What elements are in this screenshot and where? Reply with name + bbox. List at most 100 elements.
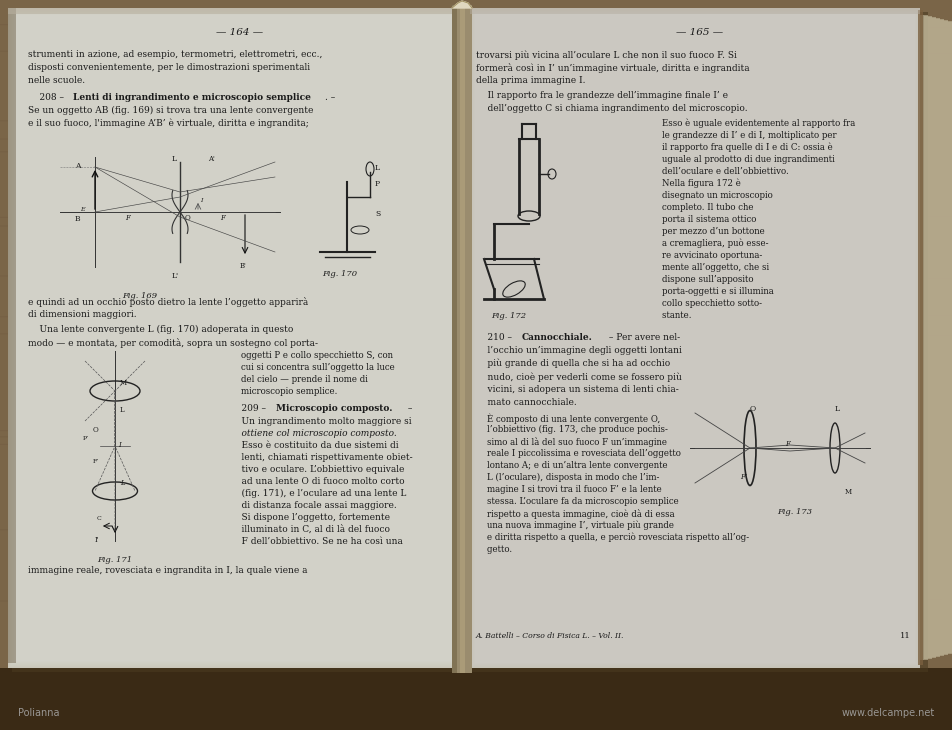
Text: I: I [200, 198, 202, 203]
Text: dispone sull’apposito: dispone sull’apposito [650, 275, 753, 284]
Text: microscopio semplice.: microscopio semplice. [229, 387, 337, 396]
Text: re avvicinato oportuna-: re avvicinato oportuna- [650, 251, 762, 260]
Text: P: P [374, 180, 380, 188]
Bar [11, 11, 457, 665]
Text: 209 –: 209 – [229, 404, 268, 413]
Text: B': B' [240, 262, 247, 270]
Text: . –: . – [325, 93, 335, 102]
Text: Microscopio composto.: Microscopio composto. [276, 404, 392, 413]
Text: Fig. 173: Fig. 173 [777, 508, 812, 516]
Text: A. Battelli – Corso di Fisica L. – Vol. II.: A. Battelli – Corso di Fisica L. – Vol. … [475, 632, 624, 640]
Text: O: O [185, 214, 190, 222]
Text: Nella figura 172 è: Nella figura 172 è [650, 179, 740, 188]
Text: disposti convenientemente, per le dimostrazioni sperimentali: disposti convenientemente, per le dimost… [28, 63, 309, 72]
Text: Fig. 170: Fig. 170 [322, 270, 357, 278]
Text: 210 –: 210 – [475, 333, 514, 342]
Text: vicini, si adopera un sistema di lenti chia-: vicini, si adopera un sistema di lenti c… [475, 385, 678, 394]
Text: Se un oggetto AB (fig. 169) si trova tra una lente convergente: Se un oggetto AB (fig. 169) si trova tra… [28, 106, 313, 115]
Text: www.delcampe.net: www.delcampe.net [841, 708, 934, 718]
Text: più grande di quella che si ha ad occhio: più grande di quella che si ha ad occhio [475, 359, 669, 369]
Text: M: M [844, 488, 851, 496]
Bar [0, 668, 952, 730]
Text: nelle scuole.: nelle scuole. [28, 76, 85, 85]
Text: (fig. 171), e l’oculare ad una lente L: (fig. 171), e l’oculare ad una lente L [229, 489, 406, 498]
Text: O: O [93, 426, 99, 434]
Bar [460, 5, 465, 673]
Text: — 164 —: — 164 — [216, 28, 264, 37]
Bar [451, 5, 471, 673]
Text: L (l’oculare), disposta in modo che l’im-: L (l’oculare), disposta in modo che l’im… [475, 473, 659, 482]
Bar [469, 8, 919, 14]
Text: cui si concentra sull’oggetto la luce: cui si concentra sull’oggetto la luce [229, 363, 394, 372]
Text: — 165 —: — 165 — [676, 28, 723, 37]
Text: L: L [834, 405, 839, 413]
Bar [451, 5, 457, 673]
Bar [923, 16, 931, 659]
Text: dell’oculare e dell’obbiettivo.: dell’oculare e dell’obbiettivo. [650, 167, 788, 176]
Text: e il suo fuoco, l'immagine A’B’ è virtuale, diritta e ingrandita;: e il suo fuoco, l'immagine A’B’ è virtua… [28, 119, 308, 128]
Bar [9, 9, 459, 667]
Text: reale I piccolissima e rovesciata dell’oggetto: reale I piccolissima e rovesciata dell’o… [475, 449, 680, 458]
Text: M: M [120, 379, 127, 387]
Text: Cannocchiale.: Cannocchiale. [522, 333, 592, 342]
Text: ad una lente O di fuoco molto corto: ad una lente O di fuoco molto corto [229, 477, 405, 486]
Text: nudo, cioè per vederli come se fossero più: nudo, cioè per vederli come se fossero p… [475, 372, 682, 382]
Bar [8, 8, 451, 14]
Text: stante.: stante. [650, 311, 691, 320]
Text: rispetto a questa immagine, cioè dà di essa: rispetto a questa immagine, cioè dà di e… [475, 509, 674, 519]
Text: ottiene col microscopio composto.: ottiene col microscopio composto. [229, 429, 396, 438]
Bar [8, 8, 16, 663]
Text: l’occhio un’immagine degli oggetti lontani: l’occhio un’immagine degli oggetti lonta… [475, 346, 682, 355]
Text: tivo e oculare. L’obbiettivo equivale: tivo e oculare. L’obbiettivo equivale [229, 465, 404, 474]
Text: porta il sistema ottico: porta il sistema ottico [650, 215, 756, 224]
Bar [943, 21, 951, 654]
Text: F: F [220, 214, 225, 222]
Text: collo specchietto sotto-: collo specchietto sotto- [650, 299, 762, 308]
Bar [13, 13, 454, 663]
Text: L: L [120, 479, 125, 487]
Text: completo. Il tubo che: completo. Il tubo che [650, 203, 753, 212]
Text: immagine reale, rovesciata e ingrandita in I, la quale viene a: immagine reale, rovesciata e ingrandita … [28, 566, 307, 575]
Text: del cielo — prende il nome di: del cielo — prende il nome di [229, 375, 367, 384]
Bar [10, 10, 458, 666]
Bar [15, 15, 452, 661]
Bar [14, 14, 453, 662]
Text: Polianna: Polianna [18, 708, 59, 718]
Bar [473, 12, 915, 664]
Bar [917, 10, 922, 665]
Text: – Per avere nel-: – Per avere nel- [605, 333, 680, 342]
Text: 208 –: 208 – [28, 93, 67, 102]
Bar [471, 10, 917, 666]
Bar [8, 8, 460, 668]
Text: porta-oggetti e si illumina: porta-oggetti e si illumina [650, 287, 773, 296]
Text: L: L [120, 406, 125, 414]
Bar [470, 9, 918, 667]
Polygon shape [451, 1, 471, 8]
Text: A': A' [208, 155, 214, 163]
Text: simo al di là del suo fuoco F un’immagine: simo al di là del suo fuoco F un’immagin… [475, 437, 666, 447]
Text: Lenti di ingrandimento e microscopio semplice: Lenti di ingrandimento e microscopio sem… [73, 93, 310, 102]
Text: Fig. 169: Fig. 169 [122, 292, 157, 300]
Text: modo — e montata, per comodità, sopra un sostegno col porta-: modo — e montata, per comodità, sopra un… [28, 338, 318, 348]
Bar [12, 12, 455, 664]
Text: magine I si trovi tra il fuoco F’ e la lente: magine I si trovi tra il fuoco F’ e la l… [475, 485, 661, 494]
Text: uguale al prodotto di due ingrandimenti: uguale al prodotto di due ingrandimenti [650, 155, 834, 164]
Text: oggetti P e collo specchietto S, con: oggetti P e collo specchietto S, con [229, 351, 392, 360]
Text: P’: P’ [83, 436, 89, 441]
Text: le grandezze di I’ e di I, moltiplicato per: le grandezze di I’ e di I, moltiplicato … [650, 131, 836, 140]
Text: dell’oggetto C si chiama ingrandimento del microscopio.: dell’oggetto C si chiama ingrandimento d… [475, 104, 746, 113]
Text: lontano A; e di un’altra lente convergente: lontano A; e di un’altra lente convergen… [475, 461, 667, 470]
Text: È composto di una lente convergente O,: È composto di una lente convergente O, [475, 413, 660, 423]
Text: strumenti in azione, ad esempio, termometri, elettrometri, ecc.,: strumenti in azione, ad esempio, termome… [28, 50, 322, 59]
Text: I: I [118, 441, 121, 449]
Text: C: C [97, 516, 102, 521]
Text: per mezzo d’un bottone: per mezzo d’un bottone [650, 227, 764, 236]
Text: trovarsi più vicina all’oculare L che non il suo fuoco F. Si: trovarsi più vicina all’oculare L che no… [475, 50, 736, 60]
Text: Fig. 171: Fig. 171 [97, 556, 132, 564]
Text: disegnato un microscopio: disegnato un microscopio [650, 191, 772, 200]
Text: L': L' [171, 272, 179, 280]
Bar [935, 19, 943, 656]
Text: F’: F’ [739, 473, 746, 481]
Text: F dell’obbiettivo. Se ne ha così una: F dell’obbiettivo. Se ne ha così una [229, 537, 403, 546]
Text: Fig. 172: Fig. 172 [491, 312, 526, 320]
